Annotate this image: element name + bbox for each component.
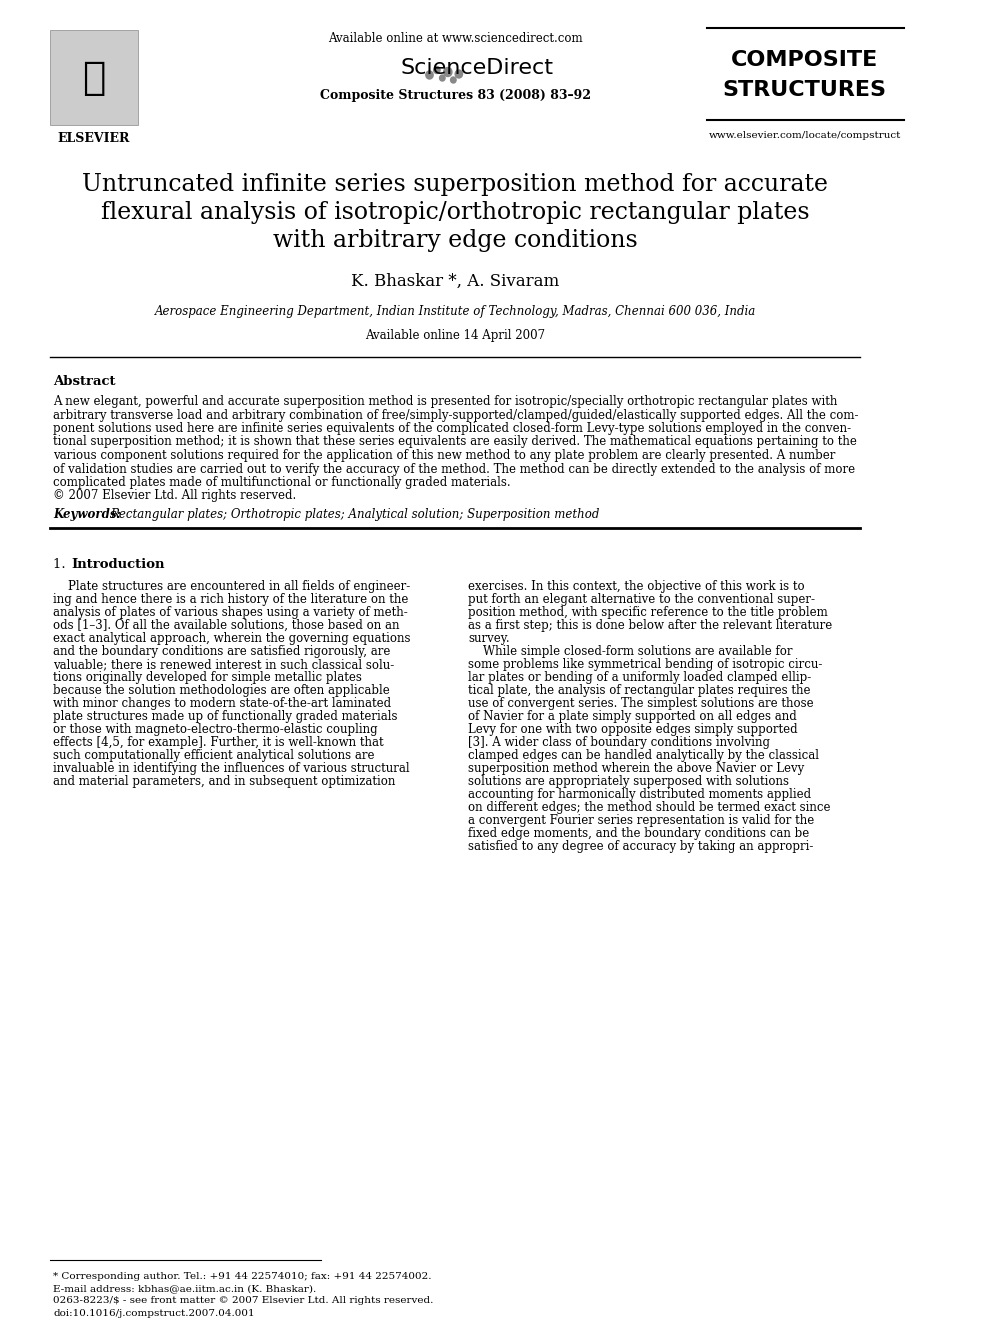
Text: and material parameters, and in subsequent optimization: and material parameters, and in subseque… xyxy=(54,775,396,789)
Text: with arbitrary edge conditions: with arbitrary edge conditions xyxy=(273,229,638,253)
Text: solutions are appropriately superposed with solutions: solutions are appropriately superposed w… xyxy=(468,775,789,789)
Text: [3]. A wider class of boundary conditions involving: [3]. A wider class of boundary condition… xyxy=(468,736,770,749)
Text: with minor changes to modern state-of-the-art laminated: with minor changes to modern state-of-th… xyxy=(54,697,392,710)
Circle shape xyxy=(443,67,452,77)
Text: ELSEVIER: ELSEVIER xyxy=(58,132,130,146)
Text: Composite Structures 83 (2008) 83–92: Composite Structures 83 (2008) 83–92 xyxy=(319,89,590,102)
Text: fixed edge moments, and the boundary conditions can be: fixed edge moments, and the boundary con… xyxy=(468,827,809,840)
Circle shape xyxy=(439,75,445,81)
Text: various component solutions required for the application of this new method to a: various component solutions required for… xyxy=(54,448,835,462)
Text: K. Bhaskar *, A. Sivaram: K. Bhaskar *, A. Sivaram xyxy=(351,273,559,290)
Text: Abstract: Abstract xyxy=(54,374,116,388)
Text: Available online 14 April 2007: Available online 14 April 2007 xyxy=(365,328,546,341)
Text: use of convergent series. The simplest solutions are those: use of convergent series. The simplest s… xyxy=(468,697,813,710)
Text: exact analytical approach, wherein the governing equations: exact analytical approach, wherein the g… xyxy=(54,632,411,646)
Text: COMPOSITE: COMPOSITE xyxy=(731,50,879,70)
Text: Plate structures are encountered in all fields of engineer-: Plate structures are encountered in all … xyxy=(54,579,411,593)
Text: arbitrary transverse load and arbitrary combination of free/simply-supported/cla: arbitrary transverse load and arbitrary … xyxy=(54,409,859,422)
Text: flexural analysis of isotropic/orthotropic rectangular plates: flexural analysis of isotropic/orthotrop… xyxy=(101,201,809,225)
Text: of validation studies are carried out to verify the accuracy of the method. The : of validation studies are carried out to… xyxy=(54,463,855,475)
Text: www.elsevier.com/locate/compstruct: www.elsevier.com/locate/compstruct xyxy=(708,131,901,139)
Text: tional superposition method; it is shown that these series equivalents are easil: tional superposition method; it is shown… xyxy=(54,435,857,448)
Text: tical plate, the analysis of rectangular plates requires the: tical plate, the analysis of rectangular… xyxy=(468,684,810,697)
Text: E-mail address: kbhas@ae.iitm.ac.in (K. Bhaskar).: E-mail address: kbhas@ae.iitm.ac.in (K. … xyxy=(54,1285,316,1293)
Text: complicated plates made of multifunctional or functionally graded materials.: complicated plates made of multifunction… xyxy=(54,476,511,490)
Text: analysis of plates of various shapes using a variety of meth-: analysis of plates of various shapes usi… xyxy=(54,606,408,619)
Text: STRUCTURES: STRUCTURES xyxy=(723,79,887,101)
Text: valuable; there is renewed interest in such classical solu-: valuable; there is renewed interest in s… xyxy=(54,658,395,671)
Circle shape xyxy=(455,70,462,78)
Text: Levy for one with two opposite edges simply supported: Levy for one with two opposite edges sim… xyxy=(468,722,798,736)
Text: Untruncated infinite series superposition method for accurate: Untruncated infinite series superpositio… xyxy=(82,173,828,197)
Text: doi:10.1016/j.compstruct.2007.04.001: doi:10.1016/j.compstruct.2007.04.001 xyxy=(54,1308,255,1318)
Text: of Navier for a plate simply supported on all edges and: of Navier for a plate simply supported o… xyxy=(468,710,797,722)
Text: Aerospace Engineering Department, Indian Institute of Technology, Madras, Chenna: Aerospace Engineering Department, Indian… xyxy=(155,304,756,318)
Text: position method, with specific reference to the title problem: position method, with specific reference… xyxy=(468,606,827,619)
Text: superposition method wherein the above Navier or Levy: superposition method wherein the above N… xyxy=(468,762,805,775)
Text: and the boundary conditions are satisfied rigorously, are: and the boundary conditions are satisfie… xyxy=(54,646,391,658)
Text: Rectangular plates; Orthotropic plates; Analytical solution; Superposition metho: Rectangular plates; Orthotropic plates; … xyxy=(110,508,599,521)
Text: effects [4,5, for example]. Further, it is well-known that: effects [4,5, for example]. Further, it … xyxy=(54,736,384,749)
Text: Introduction: Introduction xyxy=(71,558,165,572)
Text: exercises. In this context, the objective of this work is to: exercises. In this context, the objectiv… xyxy=(468,579,805,593)
Text: a convergent Fourier series representation is valid for the: a convergent Fourier series representati… xyxy=(468,814,814,827)
Text: tions originally developed for simple metallic plates: tions originally developed for simple me… xyxy=(54,671,362,684)
Text: Available online at www.sciencedirect.com: Available online at www.sciencedirect.co… xyxy=(328,32,582,45)
Text: clamped edges can be handled analytically by the classical: clamped edges can be handled analyticall… xyxy=(468,749,819,762)
Text: 1.: 1. xyxy=(54,558,70,572)
Text: accounting for harmonically distributed moments applied: accounting for harmonically distributed … xyxy=(468,789,811,800)
Text: 🌳: 🌳 xyxy=(82,58,106,97)
Text: A new elegant, powerful and accurate superposition method is presented for isotr: A new elegant, powerful and accurate sup… xyxy=(54,396,837,407)
Text: ods [1–3]. Of all the available solutions, those based on an: ods [1–3]. Of all the available solution… xyxy=(54,619,400,632)
Text: survey.: survey. xyxy=(468,632,510,646)
Bar xyxy=(51,30,138,124)
Text: satisfied to any degree of accuracy by taking an appropri-: satisfied to any degree of accuracy by t… xyxy=(468,840,813,853)
Circle shape xyxy=(426,71,434,79)
Text: such computationally efficient analytical solutions are: such computationally efficient analytica… xyxy=(54,749,375,762)
Circle shape xyxy=(434,66,440,74)
Text: lar plates or bending of a uniformly loaded clamped ellip-: lar plates or bending of a uniformly loa… xyxy=(468,671,811,684)
Text: Keywords:: Keywords: xyxy=(54,508,121,521)
Text: or those with magneto-electro-thermo-elastic coupling: or those with magneto-electro-thermo-ela… xyxy=(54,722,378,736)
Text: ing and hence there is a rich history of the literature on the: ing and hence there is a rich history of… xyxy=(54,593,409,606)
Text: ScienceDirect: ScienceDirect xyxy=(401,58,554,78)
Text: some problems like symmetrical bending of isotropic circu-: some problems like symmetrical bending o… xyxy=(468,658,822,671)
Text: as a first step; this is done below after the relevant literature: as a first step; this is done below afte… xyxy=(468,619,832,632)
Text: While simple closed-form solutions are available for: While simple closed-form solutions are a… xyxy=(468,646,793,658)
Text: * Corresponding author. Tel.: +91 44 22574010; fax: +91 44 22574002.: * Corresponding author. Tel.: +91 44 225… xyxy=(54,1271,432,1281)
Text: plate structures made up of functionally graded materials: plate structures made up of functionally… xyxy=(54,710,398,722)
Text: ponent solutions used here are infinite series equivalents of the complicated cl: ponent solutions used here are infinite … xyxy=(54,422,851,435)
Text: put forth an elegant alternative to the conventional super-: put forth an elegant alternative to the … xyxy=(468,593,815,606)
Text: because the solution methodologies are often applicable: because the solution methodologies are o… xyxy=(54,684,390,697)
Text: © 2007 Elsevier Ltd. All rights reserved.: © 2007 Elsevier Ltd. All rights reserved… xyxy=(54,490,297,503)
Text: 0263-8223/$ - see front matter © 2007 Elsevier Ltd. All rights reserved.: 0263-8223/$ - see front matter © 2007 El… xyxy=(54,1297,434,1304)
Circle shape xyxy=(450,77,456,83)
Text: invaluable in identifying the influences of various structural: invaluable in identifying the influences… xyxy=(54,762,410,775)
Text: on different edges; the method should be termed exact since: on different edges; the method should be… xyxy=(468,800,830,814)
